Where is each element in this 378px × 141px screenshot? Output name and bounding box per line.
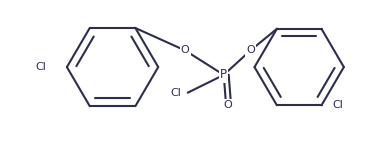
Text: Cl: Cl (332, 100, 343, 110)
Text: O: O (246, 45, 255, 55)
Text: Cl: Cl (170, 88, 181, 98)
Text: P: P (220, 68, 227, 81)
Text: O: O (223, 100, 232, 110)
Text: Cl: Cl (36, 62, 46, 72)
Text: O: O (181, 45, 189, 55)
